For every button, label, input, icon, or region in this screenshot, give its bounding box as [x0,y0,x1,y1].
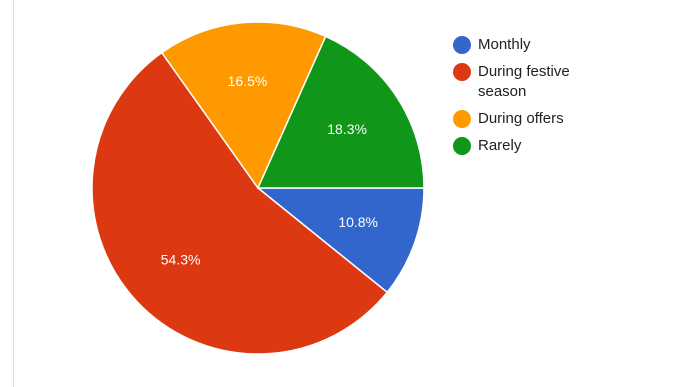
legend-label-monthly: Monthly [478,36,531,53]
legend-swatch-rarely [453,137,471,155]
legend-item-rarely[interactable]: Rarely [453,136,663,156]
legend-swatch-during-offers [453,110,471,128]
legend-swatch-monthly [453,36,471,54]
legend-swatch-during-festive-season [453,63,471,81]
pie-slice-rarely[interactable] [256,35,425,189]
pie-slice-during-festive-season[interactable] [91,51,389,355]
legend-label-during-festive-season: During festive season [478,63,570,100]
slice-label-monthly: 10.8% [338,214,378,230]
pie-slice-during-offers[interactable] [160,21,327,190]
slice-label-during-festive-season: 54.3% [161,251,201,267]
chart-legend: Monthly During festive season During off… [453,35,663,163]
slice-label-rarely: 18.3% [327,121,367,137]
pie-slice-monthly[interactable] [255,187,425,294]
legend-label-during-offers: During offers [478,110,564,127]
legend-label-rarely: Rarely [478,137,522,154]
slice-label-during-offers: 16.5% [228,73,268,89]
legend-item-monthly[interactable]: Monthly [453,35,663,55]
legend-item-during-offers[interactable]: During offers [453,109,663,129]
legend-item-during-festive-season[interactable]: During festive season [453,62,663,102]
left-divider [13,0,14,387]
